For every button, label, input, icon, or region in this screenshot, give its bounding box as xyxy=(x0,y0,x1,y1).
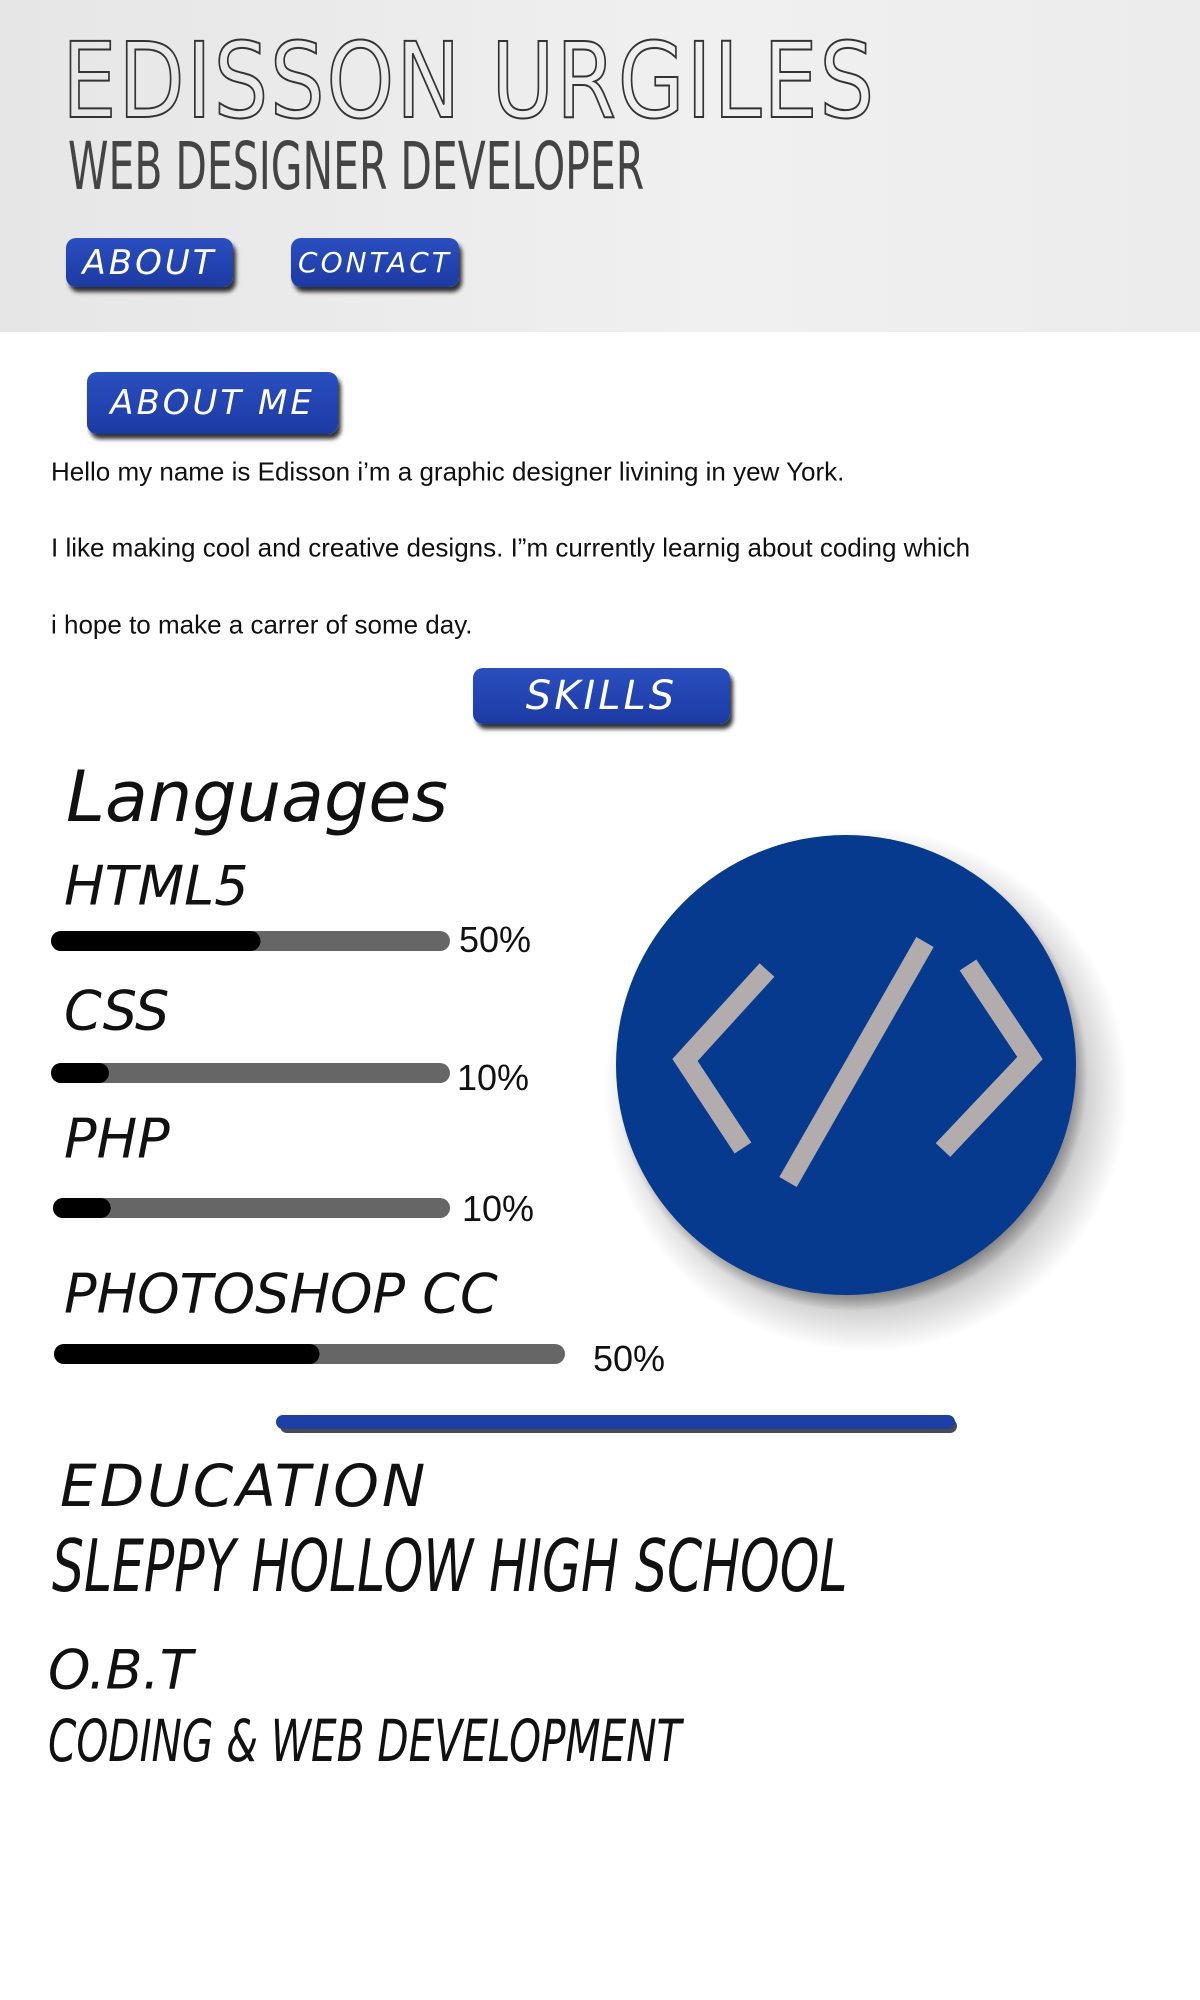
skill-percent: 50% xyxy=(459,919,532,960)
code-glyph xyxy=(672,937,1043,1187)
about-text: Hello my name is Edisson i’m a graphic d… xyxy=(51,456,845,487)
about-text: i hope to make a carrer of some day. xyxy=(51,609,473,640)
skill-percent: 10% xyxy=(462,1188,535,1229)
languages-heading: Languages xyxy=(66,756,448,838)
skill-percent: 10% xyxy=(457,1057,530,1098)
skills-heading: SKILLS xyxy=(473,668,730,724)
nav-about[interactable]: ABOUT xyxy=(66,238,233,287)
education-heading: EDUCATION xyxy=(60,1452,429,1520)
site-title: EDISSON URGILES xyxy=(61,19,876,143)
education-entry: SLEPPY HOLLOW HIGH SCHOOL xyxy=(52,1524,848,1608)
skill-percent: 50% xyxy=(593,1338,666,1379)
education-entry: O.B.T xyxy=(48,1638,193,1702)
nav-contact[interactable]: CONTACT xyxy=(291,238,459,287)
about-heading: ABOUT ME xyxy=(87,372,338,434)
skill-name: CSS xyxy=(64,979,170,1043)
skill-name: HTML5 xyxy=(64,854,249,918)
skill-name: PHP xyxy=(64,1107,170,1171)
about-text: I like making cool and creative designs.… xyxy=(51,532,971,563)
education-entry: CODING & WEB DEVELOPMENT xyxy=(48,1707,682,1775)
skill-name: PHOTOSHOP CC xyxy=(64,1262,498,1326)
site-subtitle: WEB DESIGNER DEVELOPER xyxy=(68,128,645,205)
